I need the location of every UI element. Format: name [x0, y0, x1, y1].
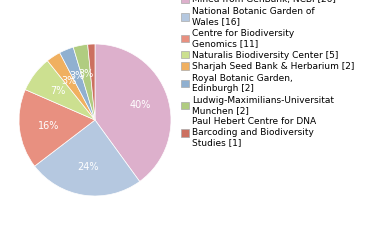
Wedge shape: [60, 47, 95, 120]
Wedge shape: [48, 53, 95, 120]
Text: 3%: 3%: [70, 71, 85, 81]
Text: 3%: 3%: [78, 69, 93, 79]
Text: 16%: 16%: [38, 121, 59, 131]
Text: 3%: 3%: [62, 76, 77, 86]
Wedge shape: [88, 44, 95, 120]
Wedge shape: [25, 61, 95, 120]
Wedge shape: [73, 44, 95, 120]
Text: 7%: 7%: [50, 86, 65, 96]
Text: 24%: 24%: [78, 162, 99, 172]
Text: 40%: 40%: [129, 100, 150, 110]
Wedge shape: [95, 44, 171, 181]
Wedge shape: [35, 120, 140, 196]
Wedge shape: [19, 90, 95, 166]
Legend: Mined from GenBank, NCBI [26], National Botanic Garden of
Wales [16], Centre for: Mined from GenBank, NCBI [26], National …: [180, 0, 355, 147]
